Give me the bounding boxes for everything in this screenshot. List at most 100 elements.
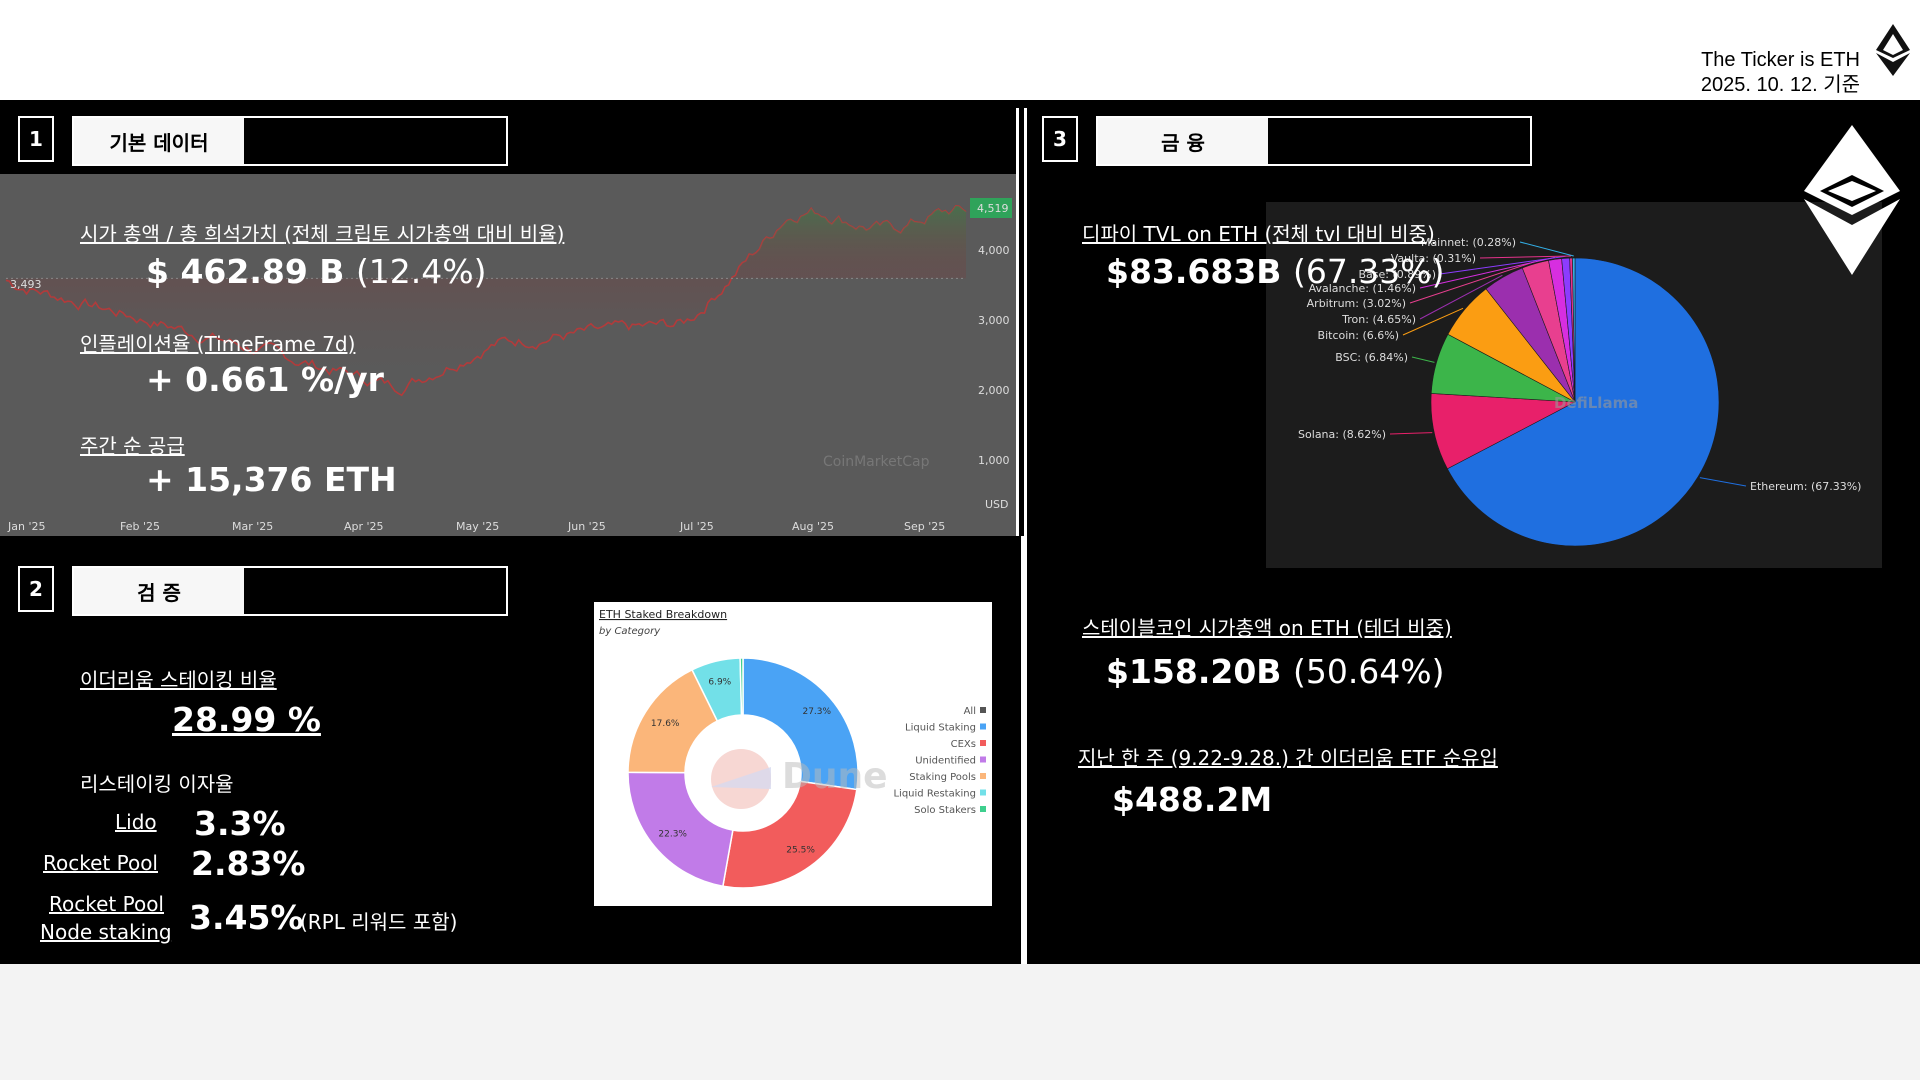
donut-slice [722,780,858,889]
pie-label: Vaulta: (0.31%) [1391,252,1476,265]
staking-ratio-value: 28.99 % [172,700,321,739]
tvl-value: $83.683B (67.33%) [1106,252,1445,291]
rpl-reward-note: (RPL 리워드 포함) [300,910,458,934]
legend-swatch [980,789,986,796]
legend-swatch [980,723,986,730]
legend-item: Staking Pools [909,772,976,783]
dune-chart-subtitle: by Category [599,626,661,637]
rocketpool-value: 2.83% [191,844,306,883]
currency-label: USD [985,498,1009,511]
pie-slice [1572,257,1576,403]
section-title: 기본 데이터 [74,118,244,164]
rocketpool-label: Rocket Pool [43,851,158,875]
stablecoin-label: 스테이블코인 시가총액 on ETH (테더 비중) [1082,616,1452,640]
legend-swatch [980,756,986,763]
slice-label: 22.3% [658,829,687,839]
section-title: 금 융 [1098,118,1268,164]
legend-swatch [980,773,986,779]
x-tick: Mar '25 [232,520,273,533]
pie-label: BSC: (6.84%) [1335,351,1408,364]
pie-label: Avalanche: (1.46%) [1309,282,1416,295]
coinmarketcap-watermark: CoinMarketCap [823,454,930,470]
tvl-chain-share-card: DefiLlama Ethereum: (67.33%) Solana: (8.6… [1266,202,1882,568]
pie-label: Arbitrum: (3.02%) [1307,297,1406,310]
rocketpool-node-value: 3.45% [189,898,304,937]
pie-label: Tron: (4.65%) [1341,313,1416,326]
marketcap-label: 시가 총액 / 총 희석가치 (전체 크립토 시가총액 대비 비율) [80,222,565,246]
slice-label: 25.5% [786,846,815,856]
section-number: 1 [18,116,54,162]
x-tick: Jun '25 [567,520,606,533]
restaking-label: 리스테이킹 이자율 [80,772,234,796]
legend-item: Liquid Staking [905,723,976,734]
staked-breakdown-card: ETH Staked Breakdown by Category 27.3% 25… [594,602,992,906]
rocketpool-node-label: Node staking [40,920,172,944]
tvl-pie-chart: DefiLlama Ethereum: (67.33%) Solana: (8.6… [1298,236,1861,547]
marketcap-value: $ 462.89 B (12.4%) [146,252,487,291]
staked-breakdown-chart: ETH Staked Breakdown by Category 27.3% 25… [599,608,986,889]
slice-label: 6.9% [708,677,731,687]
price-current-label: 4,519 [977,202,1009,215]
supply-label: 주간 순 공급 [80,434,185,458]
defillama-watermark: DefiLlama [1554,394,1638,412]
section-title-box: 검 증 [72,566,508,616]
legend-item: Unidentified [915,756,976,767]
donut-slice [627,771,734,888]
ethereum-icon [1876,24,1910,76]
divider [1021,536,1024,964]
report-date: 2025. 10. 12. 기준 [1700,74,1860,96]
pie-slice [1446,257,1720,547]
x-tick: Jul '25 [679,520,714,533]
ethereum-icon [1804,125,1900,275]
divider [1024,108,1027,964]
dune-chart-title: ETH Staked Breakdown [599,608,727,621]
legend-swatch [980,806,986,812]
pie-label: Ethereum: (67.33%) [1750,480,1861,493]
section-number: 2 [18,566,54,612]
y-tick: 1,000 [978,454,1010,467]
legend-item: Solo Stakers [914,805,976,816]
supply-value: + 15,376 ETH [146,460,397,499]
lido-value: 3.3% [194,804,286,843]
x-tick: Jan '25 [7,520,45,533]
staking-ratio-label: 이더리움 스테이킹 비율 [80,668,277,692]
x-tick: May '25 [456,520,499,533]
donut-slice [742,657,859,791]
pie-label: Solana: (8.62%) [1298,428,1386,441]
slice-label: 17.6% [651,719,680,729]
header-bar: The Ticker is ETH 2025. 10. 12. 기준 [0,0,1920,100]
etf-flow-value: $488.2M [1112,780,1273,819]
price-chart: 3,493 4,519 4,000 3,000 2,000 1,000 USD … [0,174,1016,536]
price-chart-svg: 3,493 4,519 4,000 3,000 2,000 1,000 USD … [5,198,1012,533]
y-tick: 3,000 [978,314,1010,327]
tvl-label: 디파이 TVL on ETH (전체 tvl 대비 비중) [1082,222,1435,246]
section-title-box: 기본 데이터 [72,116,508,166]
divider [1016,108,1019,536]
legend-item: Liquid Restaking [893,789,976,800]
legend-swatch [980,707,986,713]
y-tick: 4,000 [978,244,1010,257]
donut-slice [739,657,744,716]
section-title-box: 금 융 [1096,116,1532,166]
x-tick: Apr '25 [344,520,384,533]
rocketpool-node-label: Rocket Pool [49,892,164,916]
legend-item: All [964,706,976,717]
brand-block: The Ticker is ETH 2025. 10. 12. 기준 [1701,48,1860,98]
pie-label: Base: (0.89%) [1358,268,1436,281]
etf-flow-label: 지난 한 주 (9.22-9.28.) 간 이더리움 ETF 순유입 [1078,746,1498,770]
x-tick: Feb '25 [120,520,160,533]
inflation-label: 인플레이션율 (TimeFrame 7d) [80,332,356,356]
stablecoin-value: $158.20B (50.64%) [1106,652,1445,691]
pie-label: Bitcoin: (6.6%) [1318,329,1399,342]
section-title: 검 증 [74,568,244,614]
x-tick: Sep '25 [904,520,945,533]
section-number: 3 [1042,116,1078,162]
brand-name: The Ticker is ETH [1701,49,1860,71]
y-tick: 2,000 [978,384,1010,397]
dune-watermark: Dune [782,756,888,797]
inflation-value: + 0.661 %/yr [146,360,384,399]
footer-strip [0,964,1920,1080]
x-tick: Aug '25 [792,520,834,533]
lido-label: Lido [115,810,157,834]
pie-label: Mainnet: (0.28%) [1421,236,1516,249]
